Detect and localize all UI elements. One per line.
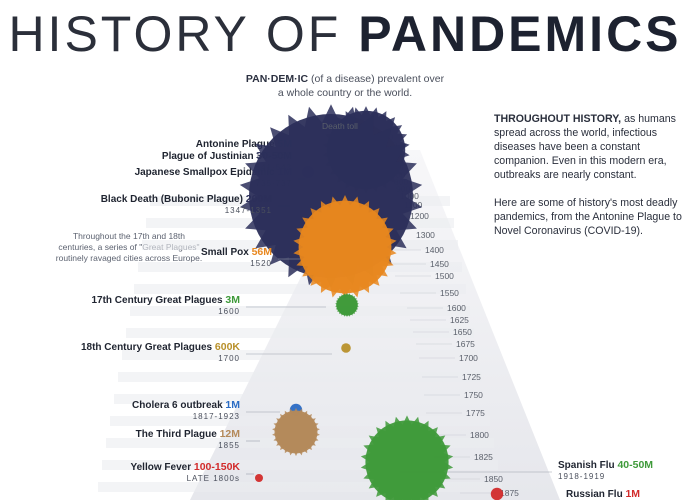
- pandemic-years: 1700: [218, 354, 240, 363]
- pandemic-bubble: [272, 407, 320, 457]
- pandemic-bubble: [293, 195, 397, 299]
- pandemic-bubble: [490, 487, 504, 500]
- pandemic-bubble: [341, 343, 351, 353]
- bubble-spikes: [360, 415, 454, 500]
- pandemic-points: Antonine Plague 5M165-180Plague of Justi…: [81, 104, 653, 500]
- year-tick-label: 1400: [425, 245, 444, 255]
- year-tick-label: 1450: [430, 259, 449, 269]
- pandemic-name: Cholera 6 outbreak: [132, 400, 225, 411]
- timeline-stripe: [130, 306, 470, 316]
- timeline-stripe: [102, 460, 498, 470]
- pandemic-years: 1918-1919: [558, 472, 605, 481]
- pandemic-label: 17th Century Great Plagues 3M: [91, 294, 240, 306]
- death-toll-value: 1M: [225, 399, 240, 411]
- pandemic-name: 18th Century Great Plagues: [81, 342, 215, 353]
- year-tick-label: 1750: [464, 390, 483, 400]
- pandemic-years: 1520: [250, 259, 272, 268]
- timeline-stripe: [118, 372, 482, 382]
- timeline-road: [190, 150, 560, 500]
- intro-paragraph-2: Here are some of history's most deadly p…: [494, 197, 682, 237]
- pandemic-name: The Third Plague: [136, 429, 220, 440]
- year-tick-label: 1875: [500, 488, 519, 498]
- death-toll-value: 40-50M: [617, 459, 653, 471]
- pandemic-name: Plague of Justinian: [162, 151, 256, 162]
- pandemic-years: 1817-1923: [193, 412, 240, 421]
- year-tick-label: 1850: [484, 474, 503, 484]
- pandemic-bubble: [360, 415, 454, 500]
- pandemic-label: Black Death (Bubonic Plague) 200M: [101, 193, 273, 205]
- definition: PAN·DEM·IC (of a disease) prevalent over…: [200, 72, 490, 100]
- pandemic-label: Russian Flu 1M: [566, 488, 640, 500]
- timeline-stripe: [114, 394, 486, 404]
- bubble-core: [490, 487, 504, 500]
- definition-word: PAN·DEM·IC: [245, 73, 309, 85]
- year-tick-label: 1700: [459, 353, 478, 363]
- year-tick-label: 1200: [410, 211, 429, 221]
- year-tick-label: 1675: [456, 339, 475, 349]
- definition-text: (of a disease) prevalent over: [308, 73, 445, 85]
- pandemic-name: Japanese Smallpox Epidemic: [135, 167, 278, 178]
- pandemic-name: Black Death (Bubonic Plague): [101, 194, 246, 205]
- year-tick-label: 1725: [462, 372, 481, 382]
- year-tick-label: 1300: [416, 230, 435, 240]
- year-tick-label: 1550: [440, 288, 459, 298]
- timeline-stripe: [126, 328, 474, 338]
- pandemic-name: Yellow Fever: [131, 462, 194, 473]
- year-tick-label: 1800: [470, 430, 489, 440]
- timeline-stripe: [134, 284, 466, 294]
- pandemic-name: 17th Century Great Plagues: [91, 295, 225, 306]
- title-light: HISTORY OF: [8, 6, 342, 62]
- death-toll-axis-label: Death toll: [322, 121, 358, 131]
- pandemic-years: 1347-1351: [225, 206, 272, 215]
- pandemic-bubble: [335, 293, 359, 317]
- intro-text: THROUGHOUT HISTORY, as humans spread acr…: [494, 112, 684, 252]
- pandemic-label: Cholera 6 outbreak 1M: [132, 399, 240, 411]
- pandemic-name: Spanish Flu: [558, 460, 617, 471]
- pandemic-bubble: [255, 474, 263, 482]
- bubble-spikes: [293, 195, 397, 299]
- timeline-stripe: [98, 482, 502, 492]
- definition-text-2: a whole country or the world.: [277, 87, 413, 99]
- pandemic-years: 1855: [218, 441, 240, 450]
- death-toll-value: 1M: [625, 488, 640, 500]
- great-plagues-annotation: Throughout the 17th and 18th centuries, …: [55, 231, 203, 263]
- pandemic-years: LATE 1800s: [187, 474, 240, 483]
- year-tick-label: 1600: [447, 303, 466, 313]
- bubble-core: [255, 474, 263, 482]
- pandemic-label: The Third Plague 12M: [136, 428, 241, 440]
- pandemic-label: Small Pox 56M: [201, 246, 272, 258]
- bubble-core: [341, 343, 351, 353]
- death-toll-value: 3M: [225, 294, 240, 306]
- pandemic-label: 18th Century Great Plagues 600K: [81, 341, 240, 353]
- year-tick-label: 1775: [466, 408, 485, 418]
- death-toll-value: 100-150K: [194, 461, 241, 473]
- intro-lead: THROUGHOUT HISTORY,: [494, 113, 622, 125]
- year-tick-label: 1650: [453, 327, 472, 337]
- year-tick-label: 1825: [474, 452, 493, 462]
- intro-p1: as humans spread across the world, infec…: [494, 113, 676, 181]
- intro-paragraph-1: THROUGHOUT HISTORY, as humans spread acr…: [494, 112, 684, 182]
- death-toll-value: 12M: [220, 428, 241, 440]
- page-title: HISTORY OF PANDEMICS: [0, 4, 690, 64]
- pandemic-name: Russian Flu: [566, 489, 625, 500]
- title-bold: PANDEMICS: [358, 6, 682, 62]
- death-toll-value: 200M: [246, 193, 273, 205]
- pandemic-name: Antonine Plague: [196, 139, 278, 150]
- timeline-stripe: [122, 350, 478, 360]
- bubble-spikes: [272, 407, 320, 457]
- pandemic-label: Yellow Fever 100-150K: [131, 461, 241, 473]
- year-tick-label: 1500: [435, 271, 454, 281]
- year-tick-label: 1625: [450, 315, 469, 325]
- pandemic-label: Spanish Flu 40-50M: [558, 459, 653, 471]
- pandemic-years: 1600: [218, 307, 240, 316]
- bubble-spikes: [335, 293, 359, 317]
- death-toll-value: 56M: [252, 246, 273, 258]
- pandemic-name: Small Pox: [201, 247, 252, 258]
- death-toll-value: 600K: [215, 341, 241, 353]
